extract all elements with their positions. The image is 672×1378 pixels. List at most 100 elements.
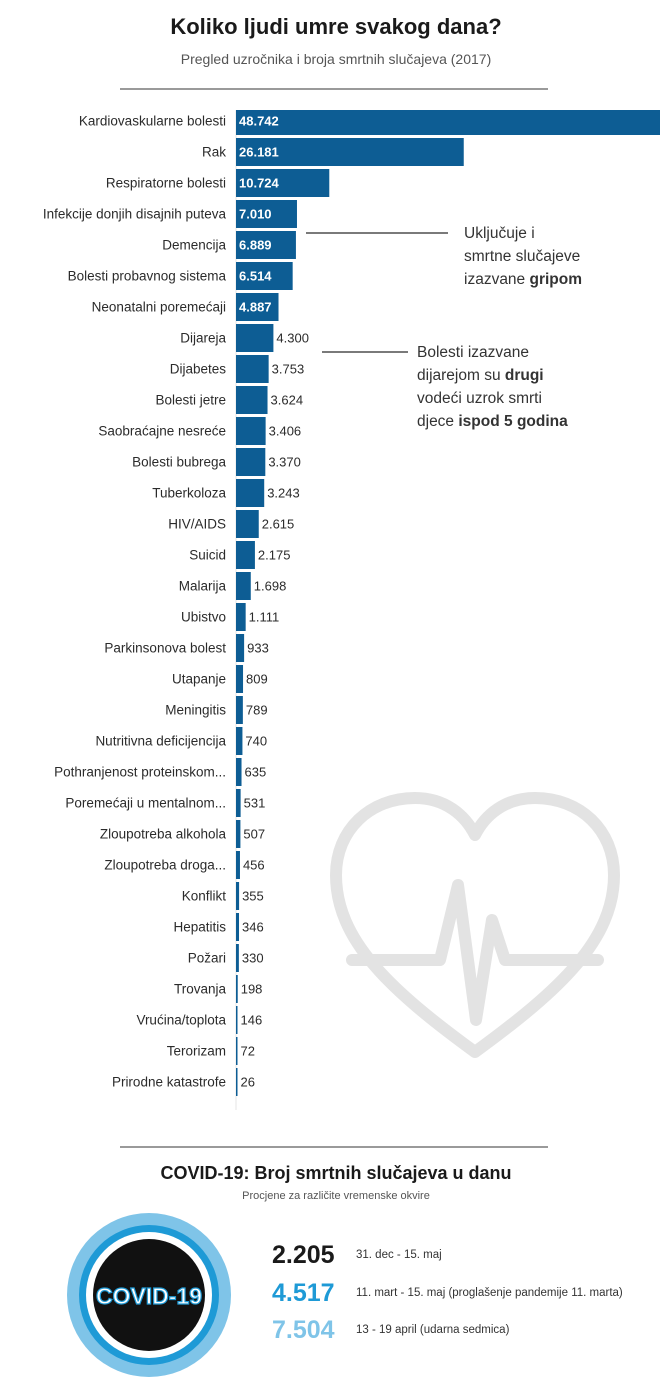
- annotation-influenza-line1: Uključuje i: [464, 225, 535, 242]
- category-label: Bolesti bubrega: [132, 455, 226, 470]
- covid-badge-text: COVID-19: [96, 1283, 202, 1309]
- bar: [236, 510, 259, 538]
- category-label: Rak: [202, 145, 226, 160]
- bar: [236, 324, 274, 352]
- category-label: Kardiovaskularne bolesti: [79, 114, 226, 129]
- bar: [236, 975, 238, 1003]
- covid-stat-2: 4.517 11. mart - 15. maj (proglašenje pa…: [272, 1276, 623, 1310]
- value-label: 7.010: [239, 207, 272, 222]
- bar: [236, 913, 240, 941]
- value-label: 26: [241, 1075, 255, 1090]
- bar: [236, 634, 245, 662]
- covid-title: COVID-19: Broj smrtnih slučajeva u danu: [160, 1163, 512, 1183]
- category-label: Zloupotreba droga...: [104, 858, 226, 873]
- value-label: 26.181: [239, 145, 279, 160]
- covid-stat-3-period: 13 - 19 april (udarna sedmica): [356, 1324, 510, 1336]
- heart-pulse-icon: [330, 792, 620, 1058]
- bar: [236, 479, 265, 507]
- value-label: 3.624: [271, 393, 304, 408]
- value-label: 809: [246, 672, 268, 687]
- bar: [236, 882, 240, 910]
- category-label: Neonatalni poremećaji: [92, 300, 226, 315]
- value-label: 4.887: [239, 300, 272, 315]
- annotation-diarrhea-line4: djece ispod 5 godina: [417, 413, 568, 430]
- category-label: Poremećaji u mentalnom...: [65, 796, 226, 811]
- bar: [236, 355, 269, 383]
- value-label: 1.698: [254, 579, 287, 594]
- category-label: Ubistvo: [181, 610, 226, 625]
- category-label: Dijareja: [180, 331, 226, 346]
- top-divider: [120, 88, 548, 90]
- annotation-line-diarrhea: [322, 351, 408, 353]
- covid-stat-1-period: 31. dec - 15. maj: [356, 1249, 442, 1261]
- bar: [236, 110, 660, 135]
- value-label: 330: [242, 951, 264, 966]
- value-label: 789: [246, 703, 268, 718]
- value-label: 346: [242, 920, 264, 935]
- page-subtitle: Pregled uzročnika i broja smrtnih slučaj…: [180, 51, 492, 67]
- category-label: Vrućina/toplota: [136, 1013, 226, 1028]
- annotation-influenza-line3: izazvane gripom: [464, 271, 583, 288]
- bar: [236, 541, 255, 569]
- value-label: 10.724: [239, 176, 280, 191]
- value-label: 3.753: [272, 362, 305, 377]
- value-label: 3.406: [269, 424, 302, 439]
- bar: [236, 603, 246, 631]
- value-label: 933: [247, 641, 269, 656]
- bar: [236, 138, 464, 166]
- bar: [236, 293, 279, 321]
- bar: [236, 417, 266, 445]
- bar: [236, 200, 297, 228]
- value-label: 6.889: [239, 238, 272, 253]
- category-label: Suicid: [189, 548, 226, 563]
- value-label: 456: [243, 858, 265, 873]
- covid-stat-3: 7.504 13 - 19 april (udarna sedmica): [272, 1313, 509, 1347]
- value-label: 2.175: [258, 548, 291, 563]
- value-label: 3.370: [268, 455, 301, 470]
- category-label: Terorizam: [167, 1044, 226, 1059]
- category-label: Respiratorne bolesti: [106, 176, 226, 191]
- value-label: 531: [244, 796, 266, 811]
- value-label: 198: [241, 982, 263, 997]
- bar: [236, 696, 243, 724]
- bar: [236, 944, 239, 972]
- bar: [236, 1006, 238, 1034]
- bar: [236, 820, 241, 848]
- bar: [236, 169, 330, 197]
- value-label: 740: [245, 734, 267, 749]
- bar: [236, 665, 244, 693]
- category-label: Konflikt: [182, 889, 227, 904]
- value-label: 507: [243, 827, 265, 842]
- covid-divider: [120, 1146, 548, 1148]
- category-label: Zloupotreba alkohola: [100, 827, 227, 842]
- covid-stat-1: 2.205 31. dec - 15. maj: [272, 1238, 442, 1272]
- value-label: 4.300: [276, 331, 309, 346]
- category-label: Bolesti jetre: [155, 393, 226, 408]
- category-label: Nutritivna deficijencija: [95, 734, 226, 749]
- category-label: Tuberkoloza: [152, 486, 226, 501]
- annotation-diarrhea-line1: Bolesti izazvane: [417, 344, 530, 361]
- covid-stat-3-value: 7.504: [272, 1315, 335, 1344]
- value-label: 1.111: [249, 610, 280, 625]
- value-label: 6.514: [239, 269, 272, 284]
- category-label: Malarija: [179, 579, 227, 594]
- bar-chart: Kardiovaskularne bolesti 48.742 Rak 26.181 R…: [43, 110, 660, 1110]
- covid-badge-core: [93, 1239, 205, 1351]
- annotation-diarrhea: Bolesti izazvane dijarejom su drugi vode…: [417, 341, 568, 433]
- bar: [236, 262, 293, 290]
- category-label: Trovanja: [174, 982, 227, 997]
- value-label: 635: [245, 765, 267, 780]
- value-label: 3.243: [267, 486, 300, 501]
- covid-stat-1-value: 2.205: [272, 1240, 335, 1269]
- category-label: Saobraćajne nesreće: [98, 424, 226, 439]
- annotation-influenza: Uključuje i smrtne slučajeve izazvane gr…: [464, 222, 582, 291]
- bar: [236, 789, 241, 817]
- value-label: 146: [241, 1013, 263, 1028]
- category-label: Bolesti probavnog sistema: [68, 269, 227, 284]
- bar: [236, 1037, 238, 1065]
- bar: [236, 448, 266, 476]
- bar: [236, 1068, 238, 1096]
- covid-stat-2-period: 11. mart - 15. maj (proglašenje pandemij…: [356, 1287, 623, 1299]
- value-label: 72: [241, 1044, 255, 1059]
- bar: [236, 758, 242, 786]
